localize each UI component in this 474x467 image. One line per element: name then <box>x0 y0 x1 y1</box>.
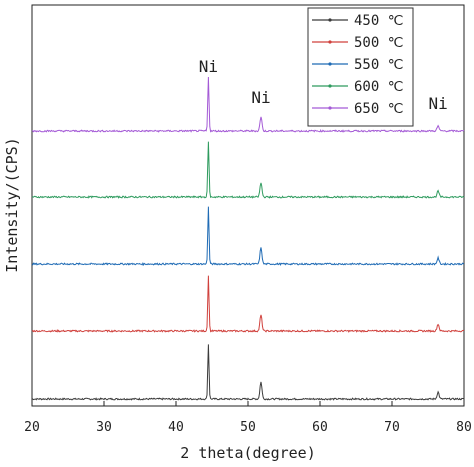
y-axis-label: Intensity/(CPS) <box>3 137 21 272</box>
legend-marker-2 <box>328 40 332 44</box>
peak-label-1: Ni <box>199 57 218 76</box>
series-line-3 <box>31 206 464 266</box>
x-tick-label: 50 <box>240 420 256 435</box>
series-group <box>31 76 465 401</box>
series-line-2 <box>31 275 465 333</box>
x-axis-label: 2 theta(degree) <box>180 444 315 462</box>
legend-label-1: 450 ℃ <box>354 13 403 29</box>
x-tick-label: 40 <box>168 420 184 435</box>
x-tick-label: 20 <box>24 420 40 435</box>
legend-marker-1 <box>328 18 332 22</box>
legend-marker-5 <box>328 106 332 110</box>
peak-annotations: Ni Ni Ni <box>199 57 448 113</box>
legend-marker-3 <box>328 62 332 66</box>
series-line-4 <box>31 141 465 199</box>
x-tick-label: 30 <box>96 420 112 435</box>
series-line-1 <box>31 344 465 401</box>
series-line-5 <box>31 76 465 133</box>
legend-marker-4 <box>328 84 332 88</box>
legend-label-4: 600 ℃ <box>354 79 403 95</box>
peak-label-2: Ni <box>251 88 270 107</box>
legend: 450 ℃ 500 ℃ 550 ℃ 600 ℃ 650 ℃ <box>307 7 414 127</box>
x-tick-label: 80 <box>456 420 472 435</box>
legend-label-3: 550 ℃ <box>354 57 403 73</box>
x-axis-ticks: 20 30 40 50 60 70 80 <box>24 401 472 435</box>
x-tick-label: 60 <box>312 420 328 435</box>
legend-label-5: 650 ℃ <box>354 101 403 117</box>
legend-label-2: 500 ℃ <box>354 35 403 51</box>
legend-box <box>307 7 414 127</box>
x-tick-label: 70 <box>384 420 400 435</box>
peak-label-3: Ni <box>428 94 447 113</box>
